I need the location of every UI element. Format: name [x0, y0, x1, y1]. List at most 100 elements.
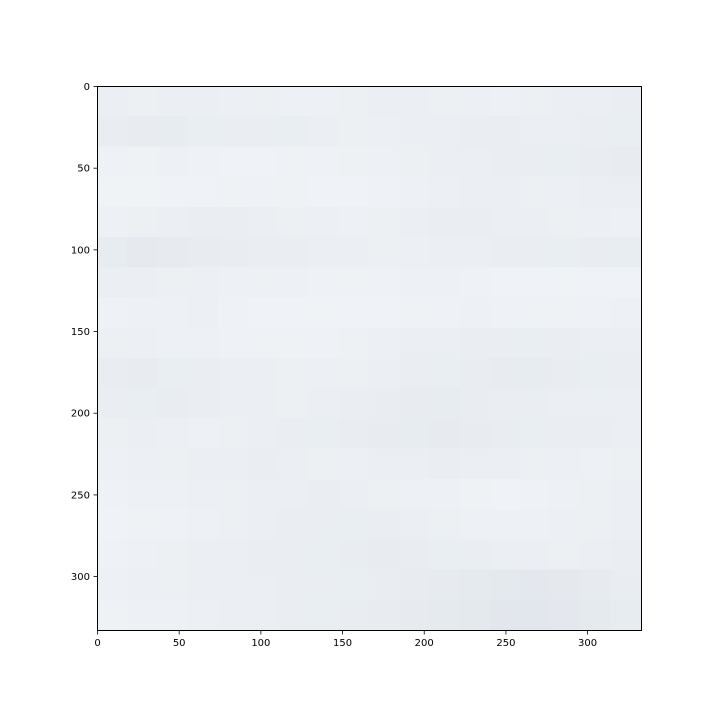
heatmap-cell	[338, 478, 370, 510]
heatmap-cell	[278, 509, 310, 540]
heatmap-cell	[338, 509, 370, 540]
heatmap-cell	[127, 297, 159, 329]
heatmap-cell	[459, 146, 491, 178]
heatmap-cell	[157, 116, 189, 148]
heatmap-cell	[97, 116, 128, 148]
heatmap-cell	[520, 358, 551, 389]
heatmap-cell	[550, 116, 582, 148]
heatmap-cell	[459, 418, 491, 450]
heatmap-cell	[278, 478, 310, 510]
heatmap-cell	[520, 297, 551, 329]
heatmap-cell	[127, 569, 159, 601]
heatmap-cell	[580, 267, 612, 299]
heatmap-cell	[97, 327, 128, 359]
heatmap-cell	[399, 539, 431, 571]
heatmap-cell	[580, 86, 612, 117]
heatmap-cell	[369, 116, 400, 148]
heatmap-cell	[550, 599, 582, 631]
heatmap-cell	[610, 86, 642, 117]
x-tick-label: 100	[251, 638, 270, 649]
heatmap-cell	[187, 599, 219, 631]
heatmap-cell	[127, 509, 159, 540]
heatmap-cell	[217, 509, 249, 540]
heatmap-cell	[157, 569, 189, 601]
heatmap-cell	[278, 327, 310, 359]
heatmap-cell	[520, 237, 551, 268]
heatmap-cell	[338, 388, 370, 420]
heatmap-cell	[459, 327, 491, 359]
heatmap-cell	[489, 358, 521, 389]
heatmap-cell	[369, 569, 400, 601]
heatmap-cell	[580, 176, 612, 208]
heatmap-cell	[338, 327, 370, 359]
heatmap-cell	[550, 297, 582, 329]
heatmap-cell	[550, 448, 582, 480]
heatmap-cell	[459, 267, 491, 299]
x-tick-label: 50	[173, 638, 186, 649]
heatmap-cell	[338, 358, 370, 389]
heatmap-cell	[308, 116, 340, 148]
heatmap-cell	[489, 116, 521, 148]
heatmap-cell	[459, 116, 491, 148]
heatmap-cell	[187, 448, 219, 480]
heatmap-cell	[459, 206, 491, 238]
heatmap-cell	[429, 478, 461, 510]
heatmap-cell	[217, 358, 249, 389]
heatmap-cell	[580, 358, 612, 389]
heatmap-cell	[610, 267, 642, 299]
heatmap-cell	[459, 539, 491, 571]
heatmap-cell	[610, 539, 642, 571]
heatmap-cell	[127, 388, 159, 420]
heatmap-cell	[550, 418, 582, 450]
heatmap-cell	[248, 569, 279, 601]
heatmap-cell	[520, 569, 551, 601]
heatmap-cell	[610, 176, 642, 208]
heatmap-cell	[520, 509, 551, 540]
heatmap-cell	[459, 388, 491, 420]
heatmap-cell	[550, 509, 582, 540]
heatmap-cell	[459, 569, 491, 601]
heatmap-cell	[308, 539, 340, 571]
heatmap-cell	[550, 539, 582, 571]
heatmap-cell	[217, 418, 249, 450]
heatmap-cell	[217, 297, 249, 329]
heatmap-cell	[610, 418, 642, 450]
heatmap-cell	[429, 116, 461, 148]
heatmap-cell	[217, 206, 249, 238]
heatmap-cell	[97, 478, 128, 510]
heatmap-cell	[278, 297, 310, 329]
heatmap-cell	[97, 206, 128, 238]
heatmap-cell	[217, 539, 249, 571]
heatmap-cell	[217, 116, 249, 148]
heatmap-cell	[278, 206, 310, 238]
heatmap-cell	[157, 448, 189, 480]
heatmap-cell	[278, 418, 310, 450]
heatmap-cell	[338, 297, 370, 329]
heatmap-cell	[217, 388, 249, 420]
heatmap-cell	[610, 206, 642, 238]
heatmap-cell	[127, 478, 159, 510]
heatmap-cell	[369, 358, 400, 389]
heatmap-cell	[489, 539, 521, 571]
heatmap-cell	[217, 327, 249, 359]
heatmap-cell	[338, 539, 370, 571]
heatmap-cell	[610, 478, 642, 510]
heatmap-cell	[157, 86, 189, 117]
heatmap-cell	[157, 509, 189, 540]
heatmap-cell	[489, 267, 521, 299]
heatmap-cell	[217, 448, 249, 480]
x-axis: 0 50 100 150 200 250 300	[94, 630, 597, 649]
x-tick-label: 300	[578, 638, 597, 649]
heatmap-cell	[97, 237, 128, 268]
heatmap-cell	[278, 116, 310, 148]
heatmap-cell	[338, 599, 370, 631]
heatmap-cell	[278, 86, 310, 117]
heatmap-cell	[610, 358, 642, 389]
heatmap-cell	[338, 448, 370, 480]
heatmap-cell	[97, 539, 128, 571]
heatmap-cell	[429, 327, 461, 359]
heatmap-cell	[308, 327, 340, 359]
heatmap-cell	[127, 206, 159, 238]
heatmap-cell	[369, 388, 400, 420]
heatmap-cell	[308, 267, 340, 299]
